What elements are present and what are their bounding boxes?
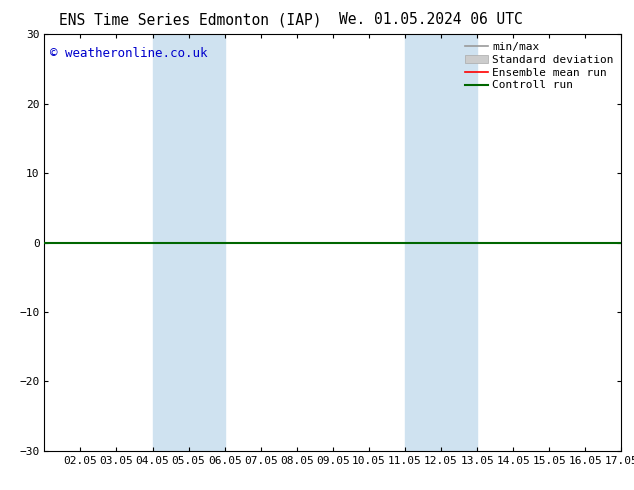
Legend: min/max, Standard deviation, Ensemble mean run, Controll run: min/max, Standard deviation, Ensemble me… [463,40,616,93]
Bar [153,34,224,451]
Text: © weatheronline.co.uk: © weatheronline.co.uk [50,47,208,60]
Bar [405,34,477,451]
Text: We. 01.05.2024 06 UTC: We. 01.05.2024 06 UTC [339,12,523,27]
Text: ENS Time Series Edmonton (IAP): ENS Time Series Edmonton (IAP) [59,12,321,27]
